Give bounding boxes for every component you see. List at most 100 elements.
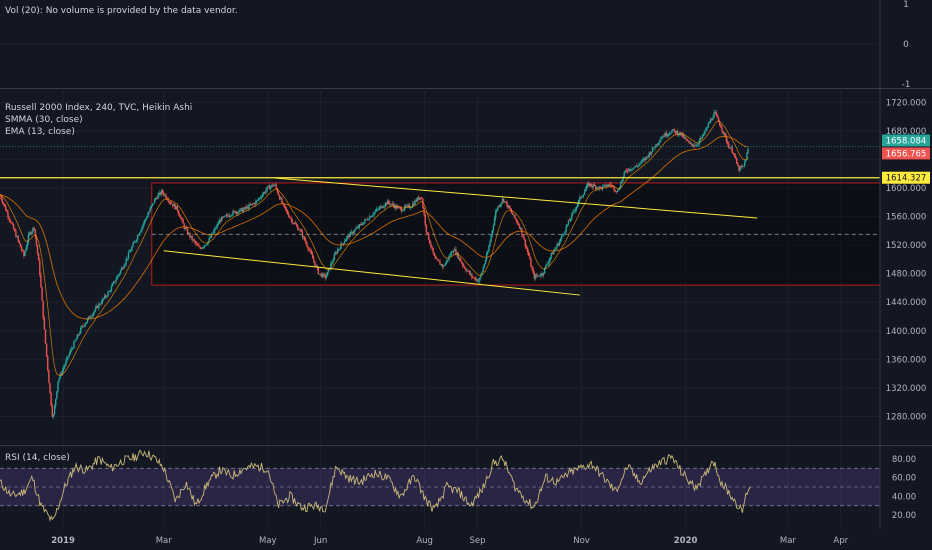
volume-pane[interactable]: Vol (20): No volume is provided by the d… <box>0 0 932 88</box>
rsi-pane[interactable]: 80.00 60.00 40.00 20.00 RSI (14, close) <box>0 445 932 529</box>
candle-body <box>705 128 707 132</box>
candle-body <box>211 233 214 235</box>
candle-body <box>555 247 557 250</box>
candle-body <box>221 216 223 222</box>
candle-body <box>257 199 259 201</box>
smma-legend[interactable]: SMMA (30, close) <box>5 115 83 125</box>
candle-body <box>93 310 96 313</box>
candle-body <box>398 206 400 208</box>
candle-body <box>446 259 448 263</box>
candle-body <box>307 246 309 250</box>
candle-body <box>538 275 540 277</box>
candle-body <box>369 216 372 218</box>
candle-body <box>700 137 703 139</box>
channel-upper-trendline <box>274 177 758 219</box>
candle-body <box>563 233 565 235</box>
candle-body <box>437 258 439 261</box>
candle-body <box>680 132 682 136</box>
candle-body <box>124 263 126 267</box>
time-tick-label: Mar <box>156 536 173 546</box>
candle-body <box>405 205 407 207</box>
candle-body <box>635 165 638 167</box>
candle-body <box>489 241 491 247</box>
candle-body <box>223 215 225 218</box>
candle-body <box>529 255 531 259</box>
candle-body <box>626 170 629 172</box>
candle-body <box>138 234 140 236</box>
candle-body <box>89 316 91 318</box>
candle-body <box>9 219 11 223</box>
candle-body <box>637 165 639 167</box>
candle-body <box>219 220 222 222</box>
candle-body <box>258 197 260 200</box>
candle-body <box>397 206 399 209</box>
ema-legend[interactable]: EMA (13, close) <box>5 127 75 137</box>
candle-body <box>393 205 396 209</box>
last-price-label: 1658.084 <box>886 136 927 146</box>
rsi-axis[interactable]: 80.00 60.00 40.00 20.00 <box>879 445 916 529</box>
candle-body <box>225 214 227 216</box>
candle-body <box>198 245 200 247</box>
candle-body <box>168 201 171 203</box>
candle-body <box>101 299 104 304</box>
rsi-line-layer <box>0 449 751 523</box>
candle-body <box>92 312 94 316</box>
candle-body <box>532 269 534 274</box>
candle-body <box>427 232 430 240</box>
candle-body <box>653 147 655 149</box>
candle-body <box>621 180 623 183</box>
candle-body <box>228 215 231 217</box>
price-axis[interactable]: 1720.000 1680.000 1600.000 1560.000 1520.000… <box>879 88 930 445</box>
candle-body <box>26 242 28 248</box>
candle-body <box>218 220 221 224</box>
candle-body <box>66 356 68 361</box>
candle-body <box>74 340 76 342</box>
candle-body <box>595 185 597 189</box>
candle-body <box>547 263 549 265</box>
candle-body <box>359 223 362 225</box>
candle-body <box>603 185 605 186</box>
candle-body <box>585 185 588 190</box>
rsi-tick-label: 40.00 <box>892 492 916 502</box>
rsi-legend[interactable]: RSI (14, close) <box>5 453 70 463</box>
candle-body <box>194 241 197 244</box>
candle-body <box>308 249 310 251</box>
candle-body <box>580 196 582 198</box>
candle-body <box>365 219 367 221</box>
candle-body <box>589 183 591 187</box>
price-grid <box>0 88 880 445</box>
price-legend[interactable]: Russell 2000 Index, 240, TVC, Heikin Ash… <box>5 102 192 138</box>
candle-body <box>41 287 43 301</box>
candle-body <box>357 227 359 228</box>
candle-body <box>639 163 641 165</box>
pane-separator[interactable] <box>0 445 932 446</box>
volume-svg: 1 0 -1 <box>0 0 910 88</box>
candle-body <box>679 132 681 135</box>
candle-body <box>596 187 598 189</box>
price-pane[interactable]: 1720.000 1680.000 1600.000 1560.000 1520.000… <box>0 88 932 445</box>
candle-body <box>630 169 632 171</box>
time-axis[interactable]: 2019 Mar May Jun Aug Sep Nov 2020 Mar Apr <box>0 529 932 550</box>
candle-body <box>112 281 115 284</box>
candle-body <box>248 204 250 209</box>
candle-body <box>642 159 645 161</box>
candle-body <box>244 207 247 209</box>
candle-body <box>165 194 167 199</box>
candle-body <box>191 236 193 241</box>
candle-body <box>472 277 474 278</box>
candle-body <box>201 247 204 249</box>
candle-body <box>661 137 663 140</box>
candle-body <box>134 241 136 243</box>
symbol-title[interactable]: Russell 2000 Index, 240, TVC, Heikin Ash… <box>5 103 193 113</box>
candle-body <box>176 206 179 211</box>
candle-body <box>649 152 652 155</box>
candle-body <box>183 223 185 229</box>
candle-body <box>541 273 544 276</box>
candle-body <box>346 236 348 240</box>
candle-body <box>380 206 382 208</box>
volume-legend[interactable]: Vol (20): No volume is provided by the d… <box>5 6 238 16</box>
candle-body <box>641 160 644 161</box>
pane-separator[interactable] <box>0 88 932 89</box>
candle-body <box>351 231 354 234</box>
candle-body <box>622 176 624 181</box>
